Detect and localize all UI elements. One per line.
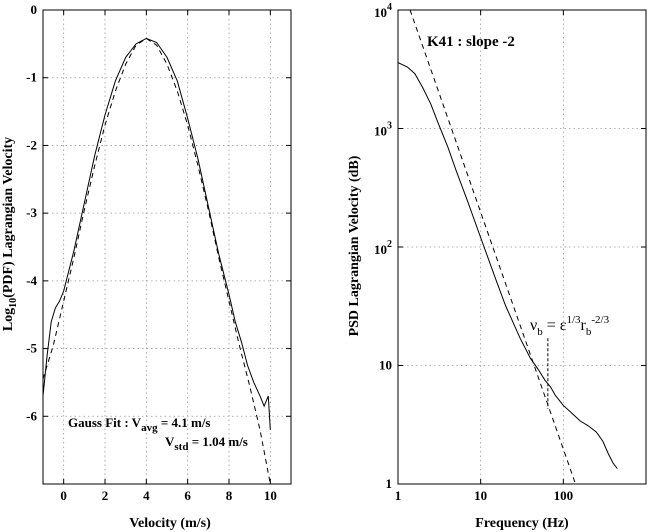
y-tick-label: -4 bbox=[26, 273, 37, 288]
y-tick-label: 103 bbox=[374, 121, 392, 139]
measured-solid-line bbox=[398, 62, 618, 469]
left-x-axis-label: Velocity (m/s) bbox=[129, 516, 211, 531]
gauss-fit-annotation: Gauss Fit : Vavg = 4.1 m/s bbox=[68, 415, 211, 434]
y-tick-label-base: -6 bbox=[26, 408, 37, 423]
y-tick-label-exponent: 4 bbox=[387, 2, 392, 13]
x-tick-label: 2 bbox=[102, 488, 109, 503]
y-tick-label-base: -2 bbox=[26, 137, 37, 152]
r-symbol: r bbox=[581, 317, 587, 334]
avg-value: = 4.1 m/s bbox=[158, 415, 211, 430]
y-tick-label: 104 bbox=[374, 2, 392, 20]
y-tick-label-base: 10 bbox=[374, 124, 387, 139]
y-tick-label: 102 bbox=[374, 239, 392, 257]
y-tick-label-base: -3 bbox=[26, 205, 37, 220]
fit-dashed-line bbox=[409, 10, 577, 484]
left-ticks: 0 2 4 6 8 10 0 -1 -2 -3 -4 -5 -6 bbox=[26, 2, 291, 503]
y-tick-label: 1 bbox=[386, 476, 393, 491]
k41-annotation: K41 : slope -2 bbox=[427, 34, 515, 50]
y-tick-label-exponent: 2 bbox=[387, 239, 392, 250]
y-tick-label: -3 bbox=[26, 205, 37, 220]
std-value: = 1.04 m/s bbox=[188, 434, 247, 449]
gauss-fit-prefix: Gauss Fit : V bbox=[68, 415, 142, 430]
eps-superscript: 1/3 bbox=[566, 314, 581, 326]
x-tick-label: 10 bbox=[474, 488, 487, 503]
y-tick-label-base: -4 bbox=[26, 273, 37, 288]
left-y-axis-label: Log10(PDF) Lagrangian Velocity bbox=[1, 137, 19, 331]
x-tick-label: 0 bbox=[60, 488, 67, 503]
y-tick-label-base: 10 bbox=[374, 5, 387, 20]
x-tick-label: 8 bbox=[226, 488, 233, 503]
nu-subscript: b bbox=[537, 326, 543, 338]
y-tick-label: -6 bbox=[26, 408, 37, 423]
y-tick-label: -2 bbox=[26, 137, 37, 152]
nu-symbol: ν bbox=[530, 317, 537, 334]
left-y-axis-label-prefix: Log bbox=[1, 308, 16, 331]
nu-equals-eps: = ε bbox=[543, 317, 567, 334]
left-series bbox=[43, 37, 271, 484]
right-y-axis-label: PSD Lagrangian Velocity (dB) bbox=[347, 155, 362, 336]
right-x-axis-label: Frequency (Hz) bbox=[475, 516, 569, 531]
x-tick-label: 100 bbox=[554, 488, 574, 503]
y-tick-label-base: 1 bbox=[386, 476, 393, 491]
left-plot-frame bbox=[42, 9, 292, 485]
std-subscript: std bbox=[174, 441, 188, 453]
measured-solid-line bbox=[43, 37, 271, 430]
y-tick-label-base: 0 bbox=[31, 2, 38, 17]
y-tick-label: -5 bbox=[26, 341, 37, 356]
velocity-pdf-chart: 0 2 4 6 8 100-1-2-3-4-5-6 Velocity (m/s) Log1… bbox=[1, 2, 292, 531]
std-prefix: V bbox=[165, 434, 175, 449]
r-subscript: b bbox=[586, 326, 592, 338]
nu-b-annotation: νb = ε1/3rb-2/3 bbox=[530, 314, 610, 338]
y-tick-label: -1 bbox=[26, 70, 37, 85]
y-tick-label-base: -1 bbox=[26, 70, 37, 85]
x-tick-label: 6 bbox=[184, 488, 191, 503]
r-superscript: -2/3 bbox=[591, 314, 609, 326]
x-tick-label: 4 bbox=[143, 488, 150, 503]
std-annotation: Vstd = 1.04 m/s bbox=[165, 434, 248, 453]
right-series bbox=[398, 10, 618, 484]
y-tick-label: 10 bbox=[379, 358, 392, 373]
avg-subscript: avg bbox=[141, 422, 158, 434]
y-tick-label-exponent: 3 bbox=[387, 121, 392, 132]
y-tick-label-base: 10 bbox=[374, 242, 387, 257]
left-y-axis-label-sub: 10 bbox=[8, 298, 19, 308]
fit-dashed-line bbox=[43, 37, 271, 484]
y-tick-label-base: 10 bbox=[379, 358, 392, 373]
left-y-axis-label-suffix: (PDF) Lagrangian Velocity bbox=[1, 137, 16, 298]
y-tick-label-base: -5 bbox=[26, 341, 37, 356]
x-tick-label: 1 bbox=[395, 488, 402, 503]
y-tick-label: 0 bbox=[31, 2, 38, 17]
x-tick-label: 10 bbox=[264, 488, 277, 503]
left-grid bbox=[43, 9, 291, 484]
